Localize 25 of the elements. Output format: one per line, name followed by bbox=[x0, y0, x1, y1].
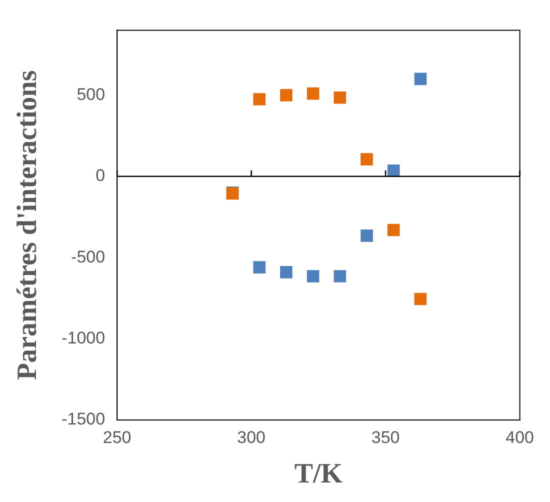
y-tick-label: 0 bbox=[96, 166, 106, 186]
x-axis-title: T/K bbox=[294, 458, 343, 490]
point bbox=[360, 153, 373, 166]
point bbox=[387, 224, 400, 236]
y-axis-title: Paramétres d'interactions bbox=[12, 70, 44, 380]
point bbox=[253, 93, 266, 106]
x-tick-label: 350 bbox=[371, 428, 400, 447]
point bbox=[280, 89, 292, 102]
point bbox=[306, 87, 320, 100]
point bbox=[414, 72, 427, 86]
point bbox=[306, 270, 320, 282]
y-tick-label: -1500 bbox=[62, 410, 106, 429]
y-tick-label: -500 bbox=[71, 247, 106, 266]
point bbox=[253, 261, 266, 274]
x-tick-label: 250 bbox=[102, 428, 132, 447]
point bbox=[360, 230, 373, 242]
point bbox=[334, 270, 346, 282]
x-tick-label: 400 bbox=[506, 428, 534, 447]
point bbox=[280, 266, 292, 278]
y-tick-label: 500 bbox=[76, 84, 106, 104]
point bbox=[334, 91, 346, 104]
y-tick-label: -1000 bbox=[62, 328, 106, 348]
point bbox=[414, 292, 427, 306]
x-tick-label: 300 bbox=[237, 428, 266, 447]
point bbox=[387, 164, 400, 177]
